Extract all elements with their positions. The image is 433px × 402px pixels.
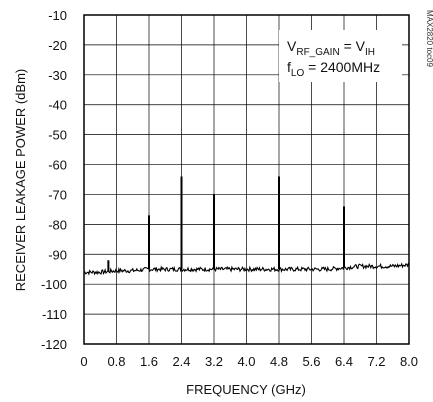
y-tick-label: -100 <box>41 277 67 292</box>
figure-code: MAX2820 toc09 <box>425 10 433 67</box>
y-tick-label: -50 <box>48 128 67 143</box>
y-tick-label: -40 <box>48 98 67 113</box>
x-tick-label: 8.0 <box>400 354 418 369</box>
x-tick-label: 5.6 <box>302 354 320 369</box>
y-tick-label: -60 <box>48 158 67 173</box>
spur-series <box>107 176 345 272</box>
condition-annotation: VRF_GAIN = VIH fLO = 2400MHz <box>279 30 402 82</box>
y-tick-label: -70 <box>48 187 67 202</box>
annotation-line-1: VRF_GAIN = VIH <box>287 38 375 58</box>
x-tick-label: 4.8 <box>270 354 288 369</box>
noise-floor-series <box>83 262 410 276</box>
x-tick-label: 2.4 <box>172 354 190 369</box>
y-axis-label: RECEIVER LEAKAGE POWER (dBm) <box>13 69 28 292</box>
x-tick-labels: 0 0.8 1.6 2.4 3.2 4.0 4.8 5.6 6.4 7.2 8.0 <box>80 354 418 369</box>
plot-frame <box>83 14 410 345</box>
y-tick-label: -10 <box>48 8 67 23</box>
noise-floor-line <box>83 262 410 276</box>
y-tick-label: -90 <box>48 247 67 262</box>
y-tick-label: -30 <box>48 68 67 83</box>
x-tick-label: 0.8 <box>107 354 125 369</box>
x-tick-label: 0 <box>80 354 87 369</box>
x-tick-label: 3.2 <box>205 354 223 369</box>
x-tick-label: 1.6 <box>140 354 158 369</box>
y-tick-label: -110 <box>42 307 67 322</box>
x-tick-label: 7.2 <box>367 354 385 369</box>
x-tick-label: 4.0 <box>237 354 255 369</box>
y-tick-label: -120 <box>41 337 67 352</box>
y-tick-labels: -10 -20 -30 -40 -50 -60 -70 -80 -90 -100 -110 -120 <box>41 8 67 352</box>
annotation-line-2: fLO = 2400MHz <box>287 59 380 79</box>
y-tick-label: -80 <box>48 217 67 232</box>
y-tick-label: -20 <box>48 38 67 53</box>
x-axis-label: FREQUENCY (GHz) <box>186 382 306 397</box>
x-tick-label: 6.4 <box>335 354 353 369</box>
